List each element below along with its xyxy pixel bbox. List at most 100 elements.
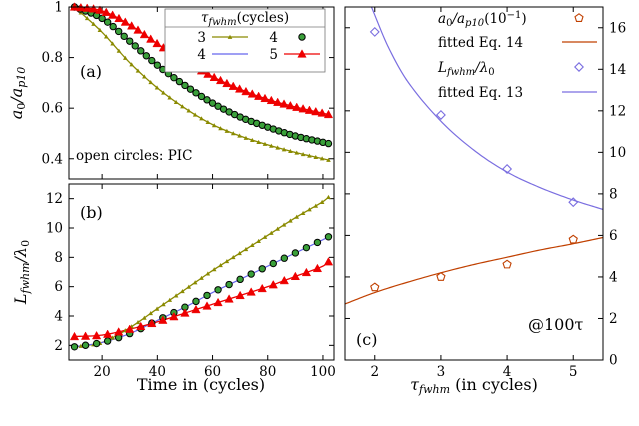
data-point [110, 335, 115, 340]
panel-b: 2 4 6 8 10 12 20 40 60 80 100 (b) Lfwhm/λ0 Time in… [11, 183, 336, 394]
data-point [91, 21, 96, 26]
data-point [123, 55, 128, 60]
fit-line-fitted Eq. 14 [345, 236, 603, 305]
data-point [237, 133, 242, 138]
legend-c-label-lfwhm: Lfwhm/λ0 [437, 60, 495, 78]
panel-b-label: (b) [80, 203, 103, 222]
data-point [173, 99, 179, 104]
legend-marker [227, 34, 233, 39]
data-point [224, 128, 230, 133]
data-point [300, 152, 306, 157]
panel-a: 0.4 0.6 0.8 1 (a) open circles: PIC a0/ap10… [7, 0, 335, 180]
data-point [247, 270, 255, 278]
data-point [225, 280, 233, 289]
data-point [110, 41, 115, 46]
data-point [291, 249, 300, 257]
legend-c-label-a0: a0/ap10(10−1) [438, 10, 527, 29]
data-point [180, 104, 185, 109]
legend-marker [298, 33, 306, 41]
y-tick-label: 0.4 [42, 151, 63, 167]
data-point [281, 222, 287, 227]
data-point [192, 112, 198, 117]
data-point [249, 242, 255, 248]
data-point [275, 145, 280, 150]
data-point [80, 331, 91, 340]
data-point [88, 4, 99, 13]
data-point [237, 250, 242, 256]
data-point [92, 339, 101, 348]
data-point [326, 157, 331, 162]
data-point [203, 96, 211, 104]
data-point [136, 321, 146, 331]
panel-b-frame [68, 183, 335, 361]
data-point [148, 311, 154, 316]
data-point [205, 271, 211, 276]
data-point [169, 311, 179, 321]
legend-sample-3 [212, 34, 248, 39]
legend-label-4-model: 4 [197, 47, 206, 63]
data-point [279, 99, 289, 108]
data-point [120, 32, 128, 41]
data-point [312, 263, 323, 273]
x-tick-label: 5 [569, 364, 578, 380]
data-point [285, 100, 296, 110]
legend-sample-4-pic [298, 33, 306, 41]
data-point [148, 56, 156, 65]
legend-marker [574, 62, 584, 72]
data-point [304, 105, 315, 114]
data-point [199, 275, 204, 280]
x-tick-label: 2 [370, 364, 379, 380]
panel-a-label: (a) [80, 62, 102, 81]
y-tick-label: 1 [54, 0, 63, 16]
data-point [192, 89, 200, 97]
y-tick-label: 8 [54, 250, 63, 266]
data-point [103, 34, 109, 39]
data-point [323, 257, 334, 266]
data-point [266, 95, 276, 105]
data-point [109, 22, 117, 31]
data-point [114, 27, 123, 36]
data-point [167, 297, 173, 302]
data-point [317, 108, 327, 117]
legend-c-sample-a0 [574, 13, 584, 22]
data-point [95, 5, 105, 14]
data-point [103, 329, 113, 338]
data-point [154, 85, 160, 90]
legend-sample-5 [284, 49, 320, 58]
data-point [281, 147, 287, 152]
x-tick-label: 4 [503, 364, 512, 380]
y-tick-label: 2 [54, 338, 63, 354]
series-line-5 [74, 261, 330, 338]
data-point [262, 141, 268, 146]
y-tick-label: 0.6 [42, 101, 63, 117]
data-point [181, 81, 189, 90]
y-tick-label: 6 [609, 228, 618, 244]
data-point [280, 254, 289, 262]
data-point [213, 297, 223, 307]
data-point [326, 194, 331, 200]
data-point [69, 331, 80, 341]
data-point [148, 80, 154, 85]
data-point [186, 284, 192, 289]
y-tick-label: 4 [54, 309, 63, 325]
fit-line-fitted Eq. 13 [370, 7, 603, 211]
x-tick-label: 40 [149, 364, 166, 380]
data-point [218, 263, 223, 268]
data-point [82, 3, 92, 12]
data-point [243, 246, 249, 252]
panel-c: 0 2 4 6 8 10 12 14 16 2 3 4 5 (c) @100τ τfwhm (in cy… [344, 6, 626, 396]
data-point [215, 75, 226, 85]
data-point [126, 37, 134, 45]
panel-b-xlabel: Time in (cycles) [137, 375, 265, 394]
legend-c-label-fit14: fitted Eq. 14 [438, 35, 523, 51]
data-point [256, 139, 261, 144]
data-point [186, 108, 192, 113]
data-point [218, 126, 223, 131]
data-point [222, 78, 232, 88]
series-line-3 [74, 6, 330, 161]
data-point [300, 210, 306, 216]
data-point [208, 99, 217, 107]
data-point [192, 297, 200, 306]
x-tick-label: 100 [310, 364, 336, 380]
data-point [313, 154, 319, 159]
